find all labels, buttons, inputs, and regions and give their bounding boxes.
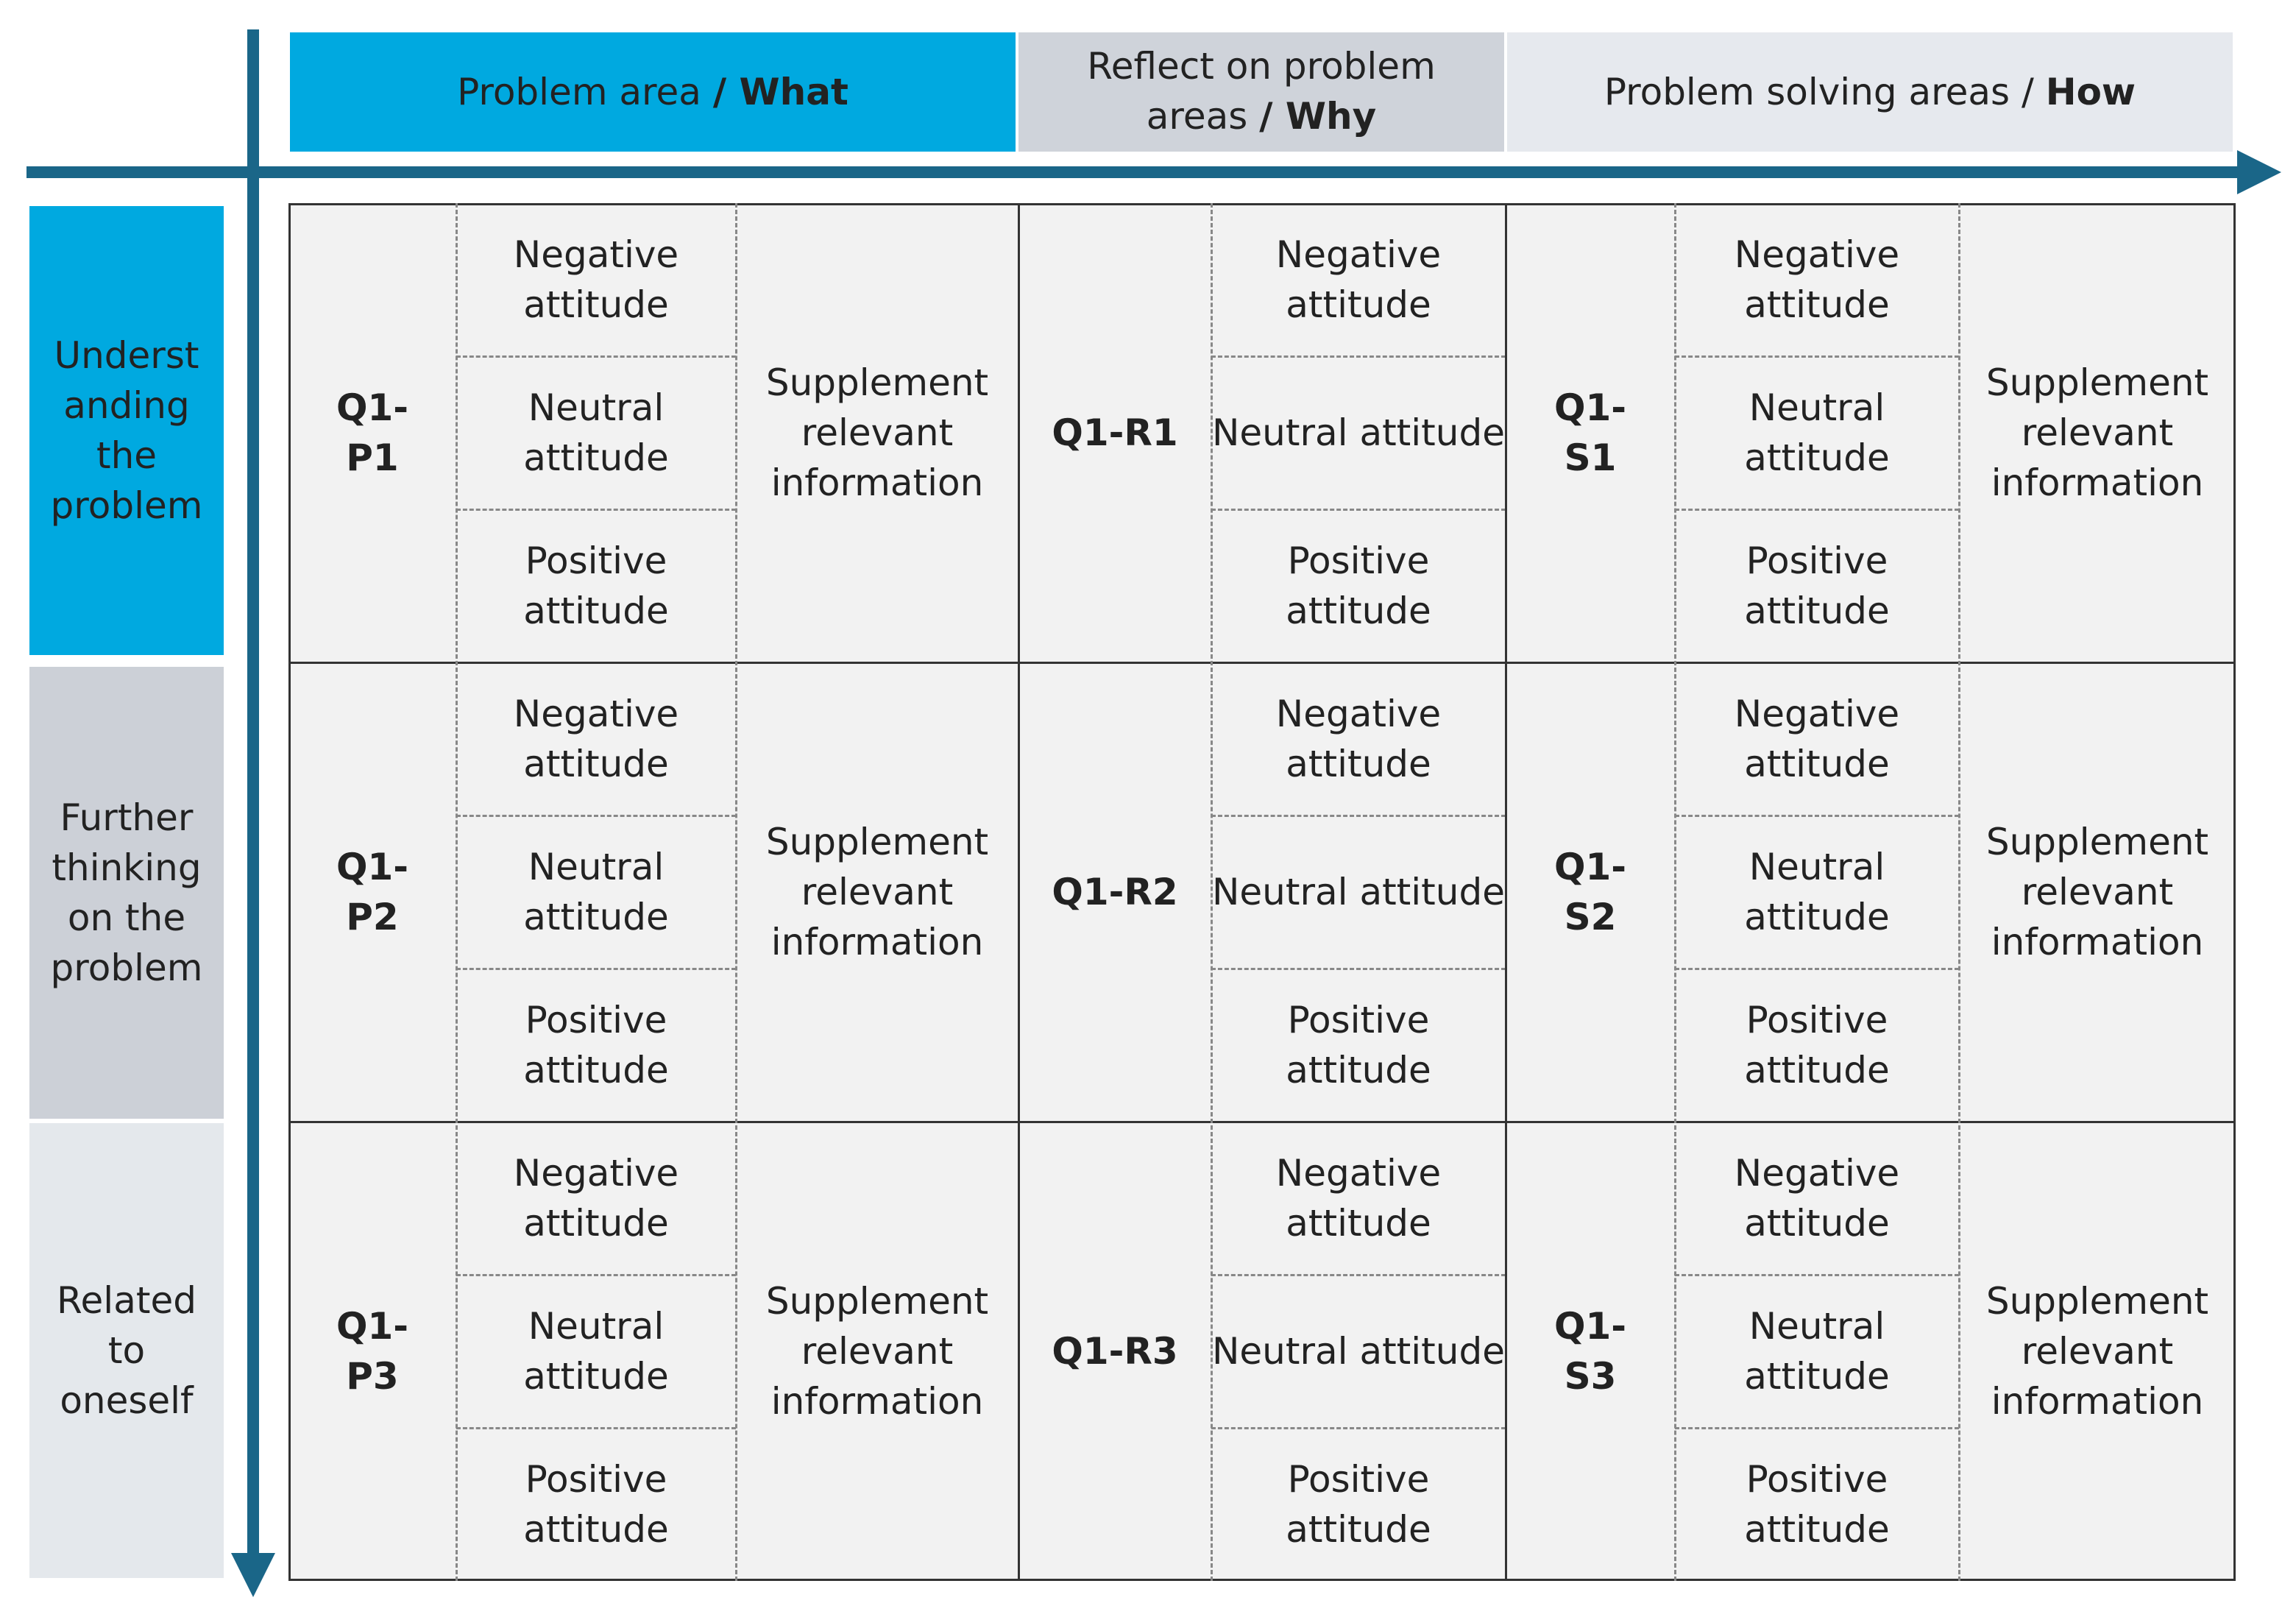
column-header: Reflect on problem areas / Why xyxy=(1018,32,1504,152)
divider xyxy=(456,1274,736,1276)
attitude: Positive attitude xyxy=(1744,1458,1890,1551)
divider xyxy=(1674,203,1676,1581)
attitude: Positive attitude xyxy=(1744,999,1890,1091)
divider xyxy=(1211,1274,1506,1276)
attitude: Negative attitude xyxy=(1734,1152,1900,1245)
divider xyxy=(456,1427,736,1429)
attitude: Negative attitude xyxy=(1275,233,1442,326)
p-label: Q1-P2 xyxy=(336,846,409,938)
attitude: Neutral attitude xyxy=(1744,846,1890,938)
attitude: Negative attitude xyxy=(513,1152,679,1245)
s-label: Q1-S3 xyxy=(1553,1305,1627,1398)
r-label: Q1-R1 xyxy=(1052,411,1178,454)
attitude: Neutral attitude xyxy=(1212,871,1505,913)
divider xyxy=(456,509,736,511)
attitude: Neutral attitude xyxy=(523,1305,669,1398)
attitude: Positive attitude xyxy=(1286,539,1431,632)
attitude: Neutral attitude xyxy=(523,846,669,938)
s-info: Supplement relevant information xyxy=(1985,1280,2209,1423)
divider xyxy=(456,968,736,970)
divider xyxy=(456,355,736,358)
divider xyxy=(1211,815,1506,817)
attitude: Neutral attitude xyxy=(1744,1305,1890,1398)
divider xyxy=(1211,1427,1506,1429)
s-label: Q1-S2 xyxy=(1553,846,1627,938)
arrow-head xyxy=(231,1553,275,1597)
divider xyxy=(1675,355,1959,358)
attitude: Positive attitude xyxy=(523,539,669,632)
attitude: Negative attitude xyxy=(1734,693,1900,785)
s-label: Q1-S1 xyxy=(1553,386,1627,479)
arrow-head xyxy=(2237,150,2281,194)
divider xyxy=(1675,968,1959,970)
divider xyxy=(1211,355,1506,358)
p-info: Supplement relevant information xyxy=(765,1280,989,1423)
divider xyxy=(456,815,736,817)
attitude: Neutral attitude xyxy=(1212,411,1505,454)
divider xyxy=(1675,1274,1959,1276)
divider xyxy=(1958,203,1960,1581)
row-divider xyxy=(288,662,2236,664)
p-label: Q1-P1 xyxy=(336,386,409,479)
s-info: Supplement relevant information xyxy=(1985,821,2209,963)
attitude: Negative attitude xyxy=(513,693,679,785)
attitude: Neutral attitude xyxy=(523,386,669,479)
p-info: Supplement relevant information xyxy=(765,361,989,504)
attitude: Positive attitude xyxy=(1286,999,1431,1091)
header-bold: How xyxy=(2045,71,2136,113)
divider xyxy=(1675,509,1959,511)
attitude: Negative attitude xyxy=(1734,233,1900,326)
divider xyxy=(735,203,737,1581)
header-text: Reflect on problem areas xyxy=(1087,45,1436,138)
attitude: Negative attitude xyxy=(1275,1152,1442,1245)
p-label: Q1-P3 xyxy=(336,1305,409,1398)
header-bold: / Why xyxy=(1259,95,1377,138)
attitude: Neutral attitude xyxy=(1744,386,1890,479)
attitude: Positive attitude xyxy=(523,1458,669,1551)
column-header: Problem area / What xyxy=(290,32,1016,152)
column-divider xyxy=(1505,203,1507,1581)
r-label: Q1-R3 xyxy=(1052,1330,1178,1373)
header-text: Problem area xyxy=(457,71,713,113)
p-info: Supplement relevant information xyxy=(765,821,989,963)
row-label: Understanding the problem xyxy=(29,206,224,655)
column-header: Problem solving areas / How xyxy=(1507,32,2233,152)
row-divider xyxy=(288,1121,2236,1123)
r-label: Q1-R2 xyxy=(1052,871,1178,913)
column-divider xyxy=(1018,203,1020,1581)
attitude: Positive attitude xyxy=(1286,1458,1431,1551)
attitude: Positive attitude xyxy=(523,999,669,1091)
attitude: Neutral attitude xyxy=(1212,1330,1505,1373)
grid xyxy=(288,203,2236,1581)
s-info: Supplement relevant information xyxy=(1985,361,2209,504)
divider xyxy=(456,203,458,1581)
divider xyxy=(1211,968,1506,970)
header-text: Problem solving areas / xyxy=(1604,71,2046,113)
attitude: Negative attitude xyxy=(513,233,679,326)
divider xyxy=(1211,203,1213,1581)
attitude: Positive attitude xyxy=(1744,539,1890,632)
row-label: Related to oneself xyxy=(29,1123,224,1578)
row-label: Further thinking on the problem xyxy=(29,667,224,1119)
divider xyxy=(1211,509,1506,511)
divider xyxy=(1675,1427,1959,1429)
attitude: Negative attitude xyxy=(1275,693,1442,785)
header-bold: / What xyxy=(712,71,848,113)
divider xyxy=(1675,815,1959,817)
